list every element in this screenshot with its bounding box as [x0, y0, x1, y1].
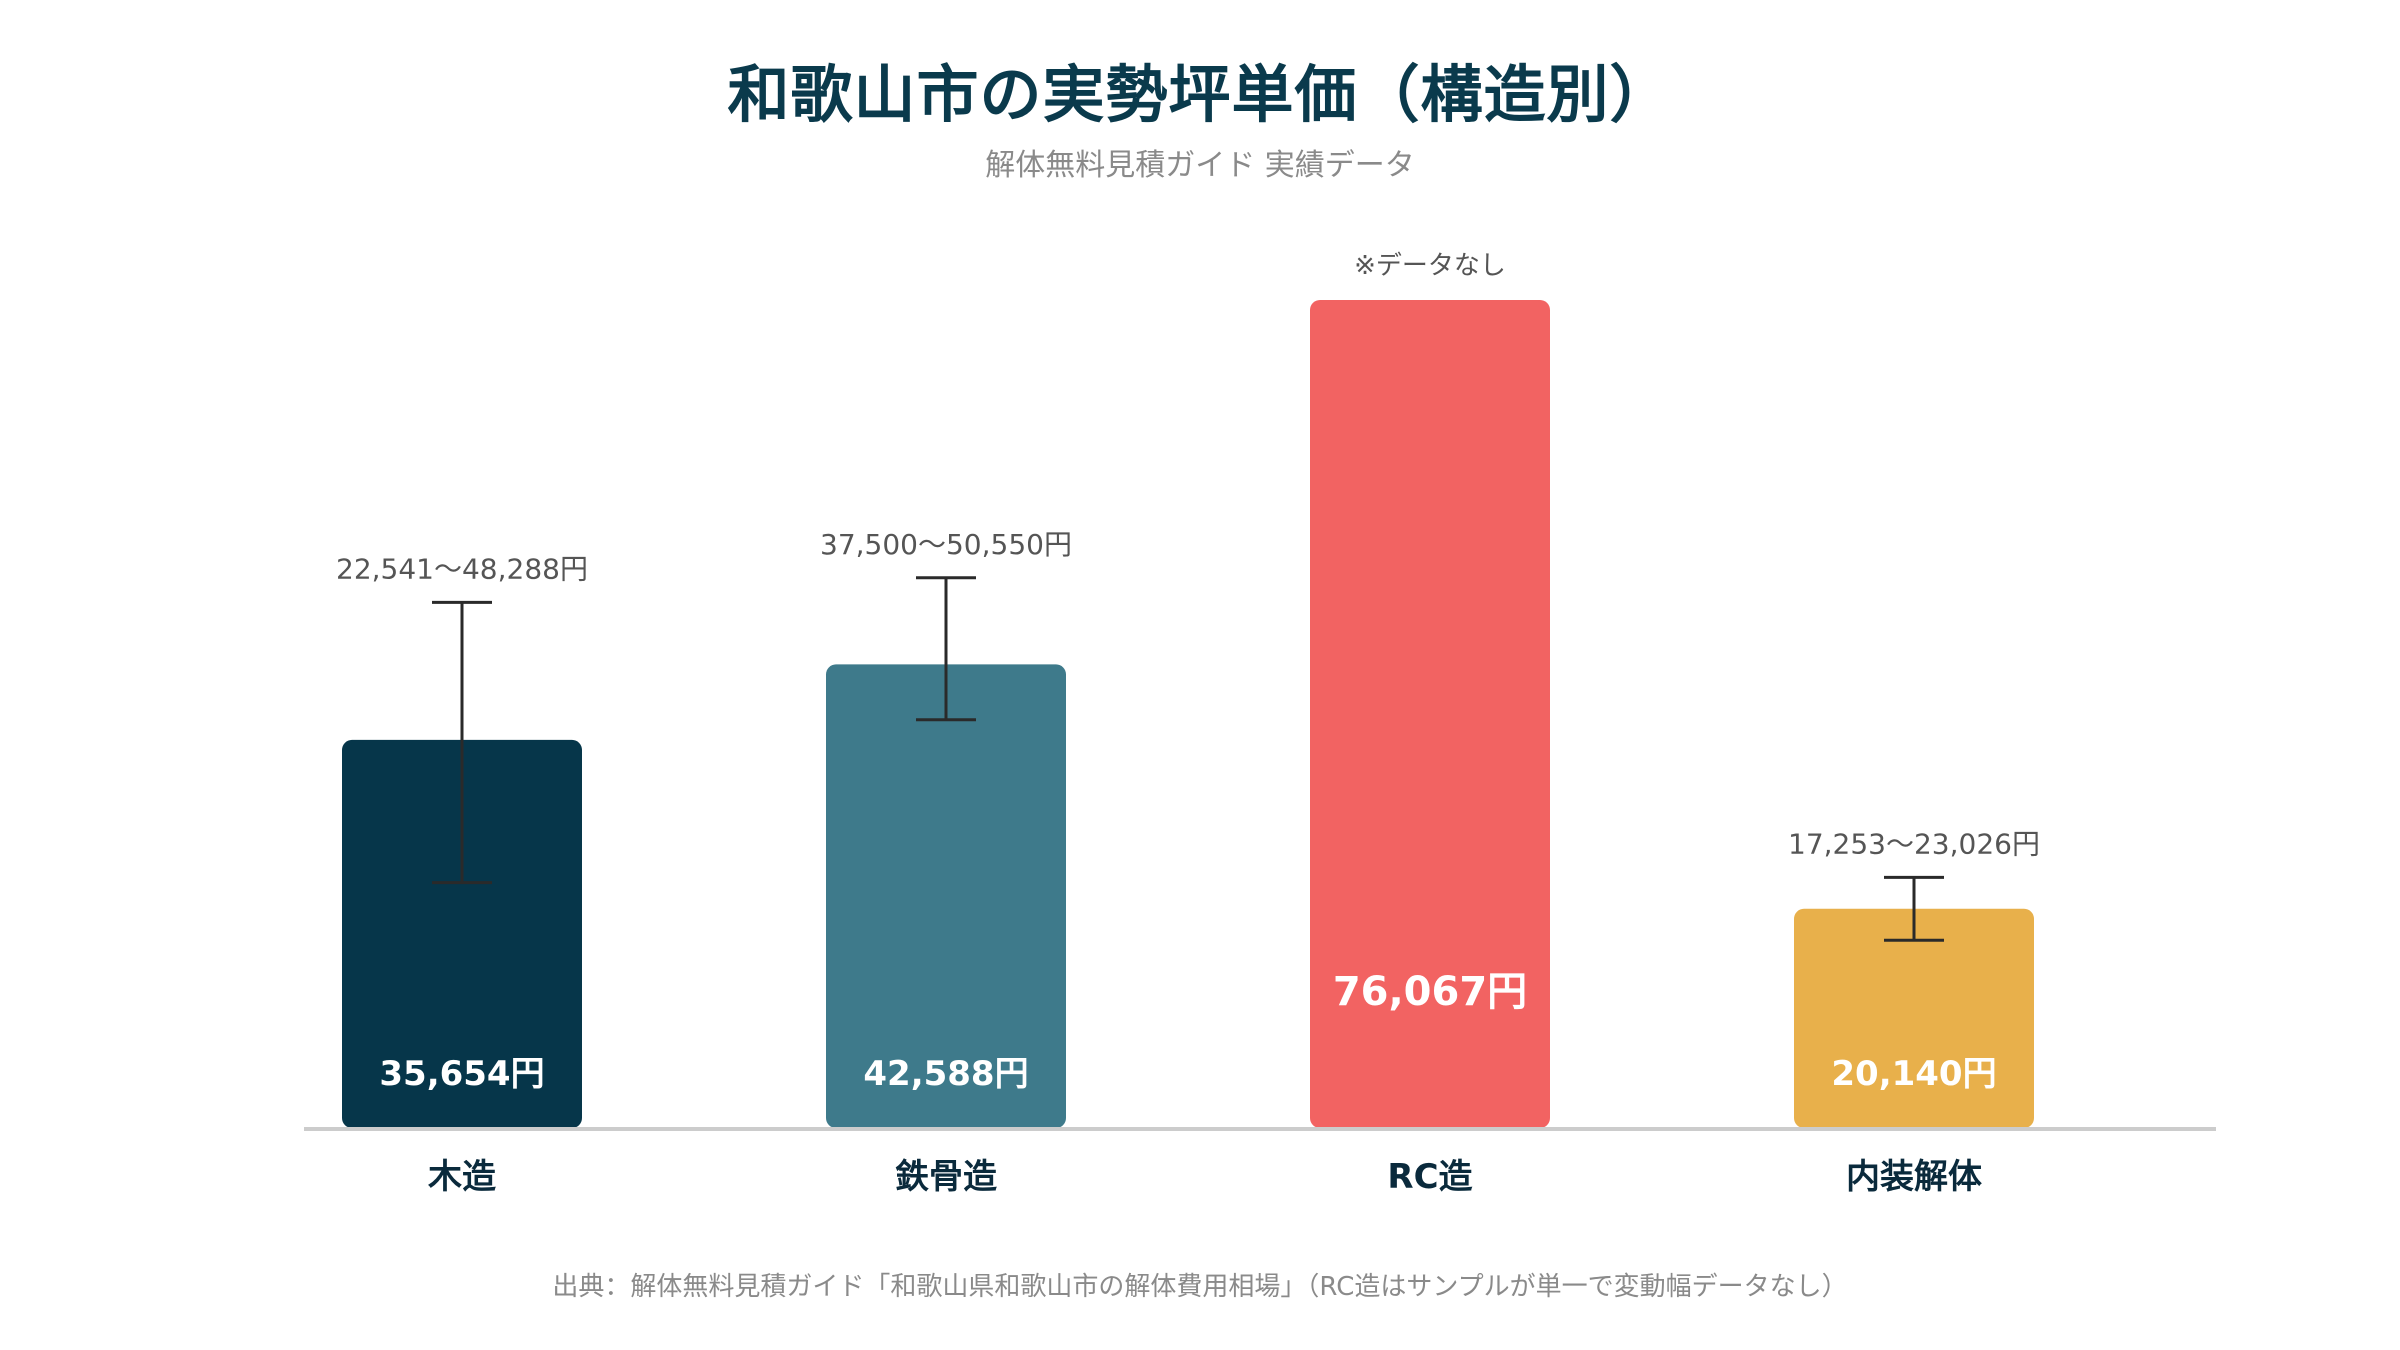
bar-4 — [1794, 908, 2034, 1128]
bar-3 — [1310, 300, 1550, 1128]
category-label-3: RC造 — [1387, 1157, 1472, 1197]
bar-2 — [826, 664, 1066, 1128]
value-label-3: 76,067円 — [1333, 969, 1527, 1015]
range-label-4: 17,253〜23,026円 — [1788, 827, 2040, 860]
category-label-4: 内装解体 — [1846, 1157, 1982, 1197]
range-label-1: 22,541〜48,288円 — [336, 552, 588, 585]
value-label-1: 35,654円 — [379, 1054, 544, 1094]
value-label-2: 42,588円 — [863, 1054, 1028, 1094]
category-label-1: 木造 — [427, 1157, 496, 1197]
source-note: 出典：解体無料見積ガイド「和歌山県和歌山市の解体費用相場」（RC造はサンプルが単… — [552, 1272, 1848, 1302]
chart-title: 和歌山市の実勢坪単価（構造別） — [727, 58, 1673, 131]
chart-subtitle: 解体無料見積ガイド 実績データ — [985, 148, 1415, 183]
category-label-2: 鉄骨造 — [895, 1157, 997, 1197]
bar-1 — [342, 739, 582, 1128]
value-label-4: 20,140円 — [1831, 1054, 1996, 1094]
range-label-3: ※データなし — [1354, 251, 1506, 281]
range-label-2: 37,500〜50,550円 — [820, 528, 1072, 561]
